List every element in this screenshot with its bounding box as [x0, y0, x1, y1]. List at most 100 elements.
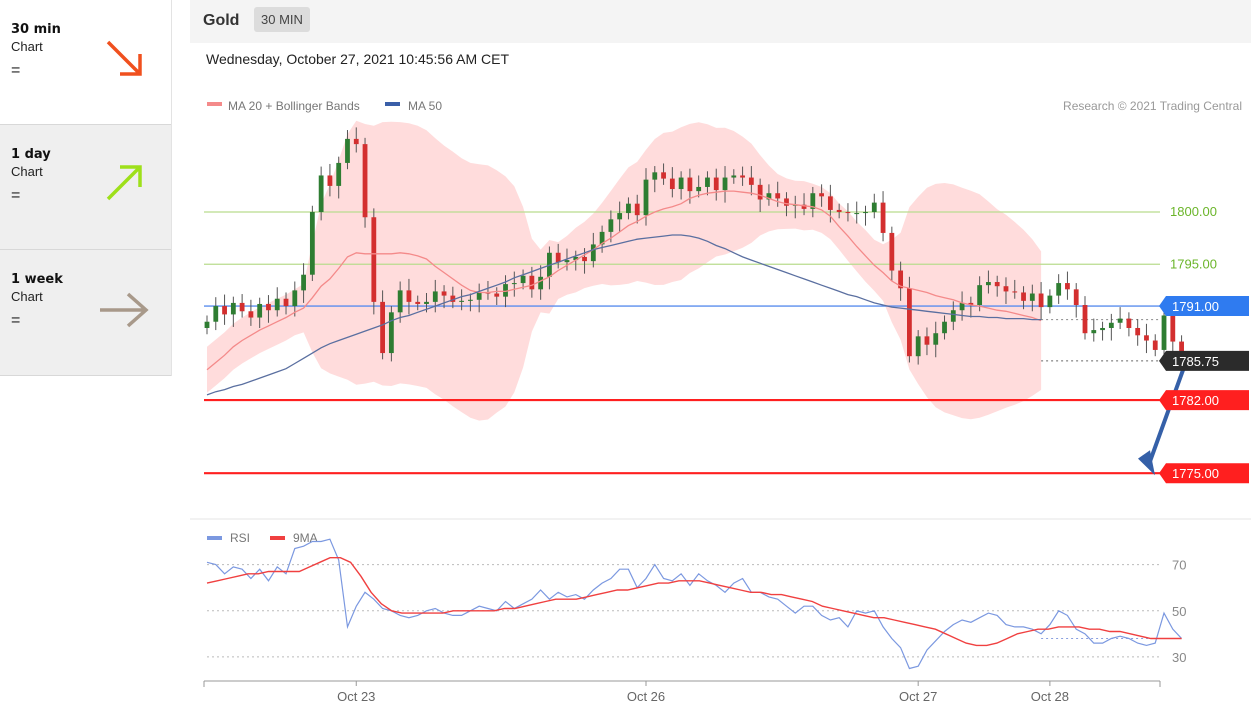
x-tick-label: Oct 23	[337, 689, 375, 704]
level-tag	[1159, 463, 1249, 484]
candle-body	[748, 177, 754, 185]
rsi-tick-label: 30	[1172, 650, 1186, 665]
legend-rsi-label: RSI	[230, 531, 250, 545]
timeframe-30min[interactable]: 30 min Chart =	[0, 0, 171, 125]
candle	[810, 186, 816, 218]
candle	[950, 301, 956, 331]
candle	[371, 208, 377, 315]
candle-body	[924, 336, 930, 345]
candle	[801, 193, 807, 216]
ma20-line	[206, 190, 1042, 371]
level-tag-label: 1785.75	[1172, 354, 1219, 369]
candle	[301, 263, 306, 303]
candle-body	[757, 184, 763, 200]
candle-body	[213, 306, 219, 322]
candle-body	[669, 178, 675, 190]
rsi-ma-line	[206, 557, 1182, 647]
candle	[731, 169, 737, 184]
candle	[468, 293, 473, 312]
candle-body	[810, 193, 816, 209]
candle-body	[898, 270, 904, 289]
candle-body	[696, 186, 702, 192]
candle	[432, 279, 438, 313]
candle	[476, 283, 482, 313]
candle-body	[950, 310, 956, 322]
candle	[318, 166, 324, 221]
candle-body	[1170, 315, 1176, 342]
candle	[854, 201, 860, 224]
candle-body	[520, 275, 526, 284]
price-chart: MA 20 + Bollinger Bands MA 50 Research © 2…	[190, 99, 1251, 704]
candle-body	[432, 291, 438, 302]
candle-body	[1012, 291, 1018, 293]
candle	[406, 278, 412, 315]
candle	[327, 163, 333, 197]
candle	[555, 243, 561, 269]
candle-body	[257, 303, 263, 318]
candle	[459, 289, 465, 311]
candle-body	[450, 295, 456, 302]
candle-body	[1065, 283, 1070, 290]
candle-body	[1038, 293, 1044, 308]
level-tag	[1159, 350, 1249, 371]
candle	[661, 163, 666, 185]
candle-body	[713, 177, 719, 191]
rsi-tick-label: 70	[1172, 558, 1186, 573]
candle-body	[230, 302, 236, 315]
candle-body	[740, 175, 745, 178]
forecast-arrow	[1146, 362, 1188, 468]
candle-body	[345, 138, 350, 163]
candle	[1003, 277, 1009, 304]
candle	[907, 276, 912, 363]
candle	[880, 191, 886, 242]
trend-sideways-arrow-icon	[100, 292, 149, 328]
candle	[986, 270, 991, 294]
candle-body	[661, 172, 666, 179]
legend-9ma-swatch	[270, 536, 285, 540]
candle-body	[915, 336, 921, 357]
candle	[274, 287, 280, 317]
candle	[292, 281, 298, 317]
candle-body	[1003, 286, 1009, 292]
candle-body	[397, 290, 403, 313]
candle-body	[1073, 289, 1079, 306]
x-tick-label: Oct 28	[1031, 689, 1069, 704]
candle-body	[722, 177, 728, 191]
timeframe-1day[interactable]: 1 day Chart =	[0, 125, 171, 250]
candle-body	[327, 175, 333, 186]
legend-ma50-label: MA 50	[408, 99, 442, 113]
candle-body	[362, 144, 368, 218]
candle	[617, 201, 623, 232]
candle-body	[863, 212, 868, 214]
candle	[520, 269, 526, 290]
candle-body	[204, 321, 210, 328]
chart-header: Gold 30 MIN	[190, 0, 1251, 43]
level-tag-label: 1775.00	[1172, 466, 1219, 481]
candle-body	[424, 301, 429, 304]
candle-body	[555, 252, 561, 263]
candle	[1091, 318, 1097, 342]
candle	[705, 171, 710, 196]
level-tag-label: 1791.00	[1172, 299, 1219, 314]
candle-body	[274, 298, 280, 311]
candle-body	[1100, 327, 1105, 331]
candle	[994, 275, 1000, 297]
candle-body	[889, 232, 895, 271]
candle	[494, 287, 500, 306]
candle	[713, 168, 719, 201]
candle-body	[301, 274, 306, 291]
timeframe-sign: =	[11, 62, 21, 79]
timeframe-title: 30 min	[11, 22, 61, 37]
timeframe-sub: Chart	[11, 39, 43, 54]
candle-body	[854, 213, 860, 215]
timeframe-1week[interactable]: 1 week Chart =	[0, 250, 171, 376]
candle-body	[705, 177, 710, 187]
x-tick-label: Oct 26	[627, 689, 665, 704]
candle-body	[731, 175, 737, 178]
candle	[239, 294, 245, 318]
credit-label: Research © 2021 Trading Central	[1063, 99, 1242, 113]
candle-body	[406, 290, 412, 302]
period-badge[interactable]: 30 MIN	[254, 7, 310, 32]
candle	[766, 184, 772, 206]
candle	[819, 184, 824, 207]
